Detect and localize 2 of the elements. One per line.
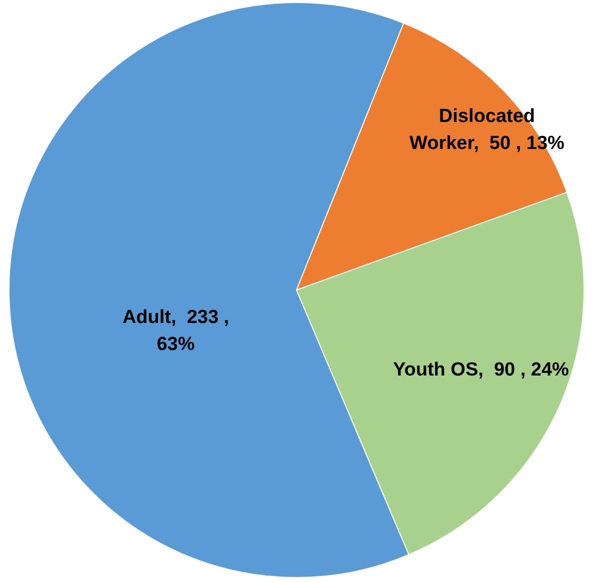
slice-label: Adult, 233 , 63% — [122, 306, 230, 355]
slice-label: Youth OS, 90 , 24% — [392, 360, 570, 381]
